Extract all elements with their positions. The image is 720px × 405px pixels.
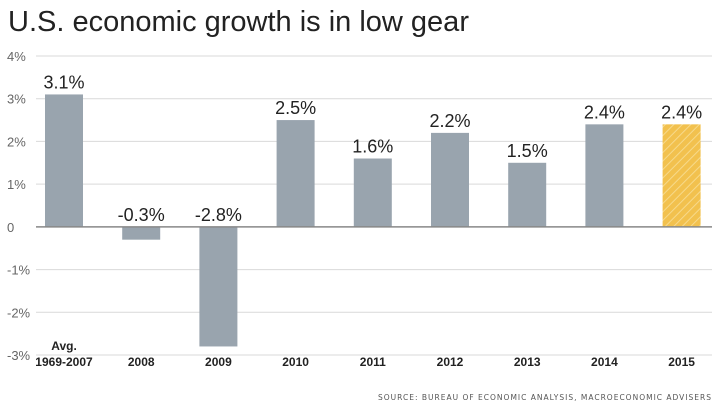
x-tick-label: 2010 [282, 355, 309, 369]
x-tick-label: 2012 [437, 355, 464, 369]
y-tick-label: 1% [7, 177, 26, 192]
bar-highlighted [662, 124, 701, 227]
data-label: 2.2% [429, 111, 470, 131]
bar [508, 162, 547, 227]
chart-title: U.S. economic growth is in low gear [8, 6, 469, 38]
bar [431, 132, 469, 227]
bar [199, 226, 238, 347]
bar [585, 124, 624, 227]
y-tick-label: -2% [7, 305, 31, 320]
y-tick-label: 4% [7, 49, 26, 64]
source-note: SOURCE: BUREAU OF ECONOMIC ANALYSIS, MAC… [377, 393, 712, 402]
bar [276, 120, 315, 227]
x-tick-label: 2008 [128, 355, 155, 369]
data-label: 1.6% [352, 137, 393, 157]
x-tick-label: Avg. [51, 339, 77, 353]
data-label: 2.4% [661, 102, 702, 122]
data-label: -2.8% [195, 205, 242, 225]
y-tick-label: -3% [7, 348, 31, 363]
bar [122, 226, 161, 240]
data-label: 2.5% [275, 98, 316, 118]
data-label: -0.3% [118, 205, 165, 225]
x-tick-label: 2015 [668, 355, 695, 369]
y-tick-label: 2% [7, 134, 26, 149]
y-tick-label: 3% [7, 92, 26, 107]
y-tick-label: -1% [7, 263, 31, 278]
data-label: 1.5% [507, 141, 548, 161]
x-tick-label: 1969-2007 [35, 355, 93, 369]
x-tick-label: 2009 [205, 355, 232, 369]
x-tick-label: 2014 [591, 355, 618, 369]
bar [45, 94, 83, 227]
x-tick-label: 2011 [360, 355, 386, 369]
data-label: 3.1% [43, 72, 84, 92]
y-tick-label: 0 [7, 220, 14, 235]
bar [353, 158, 392, 227]
x-tick-label: 2013 [514, 355, 541, 369]
data-label: 2.4% [584, 102, 625, 122]
